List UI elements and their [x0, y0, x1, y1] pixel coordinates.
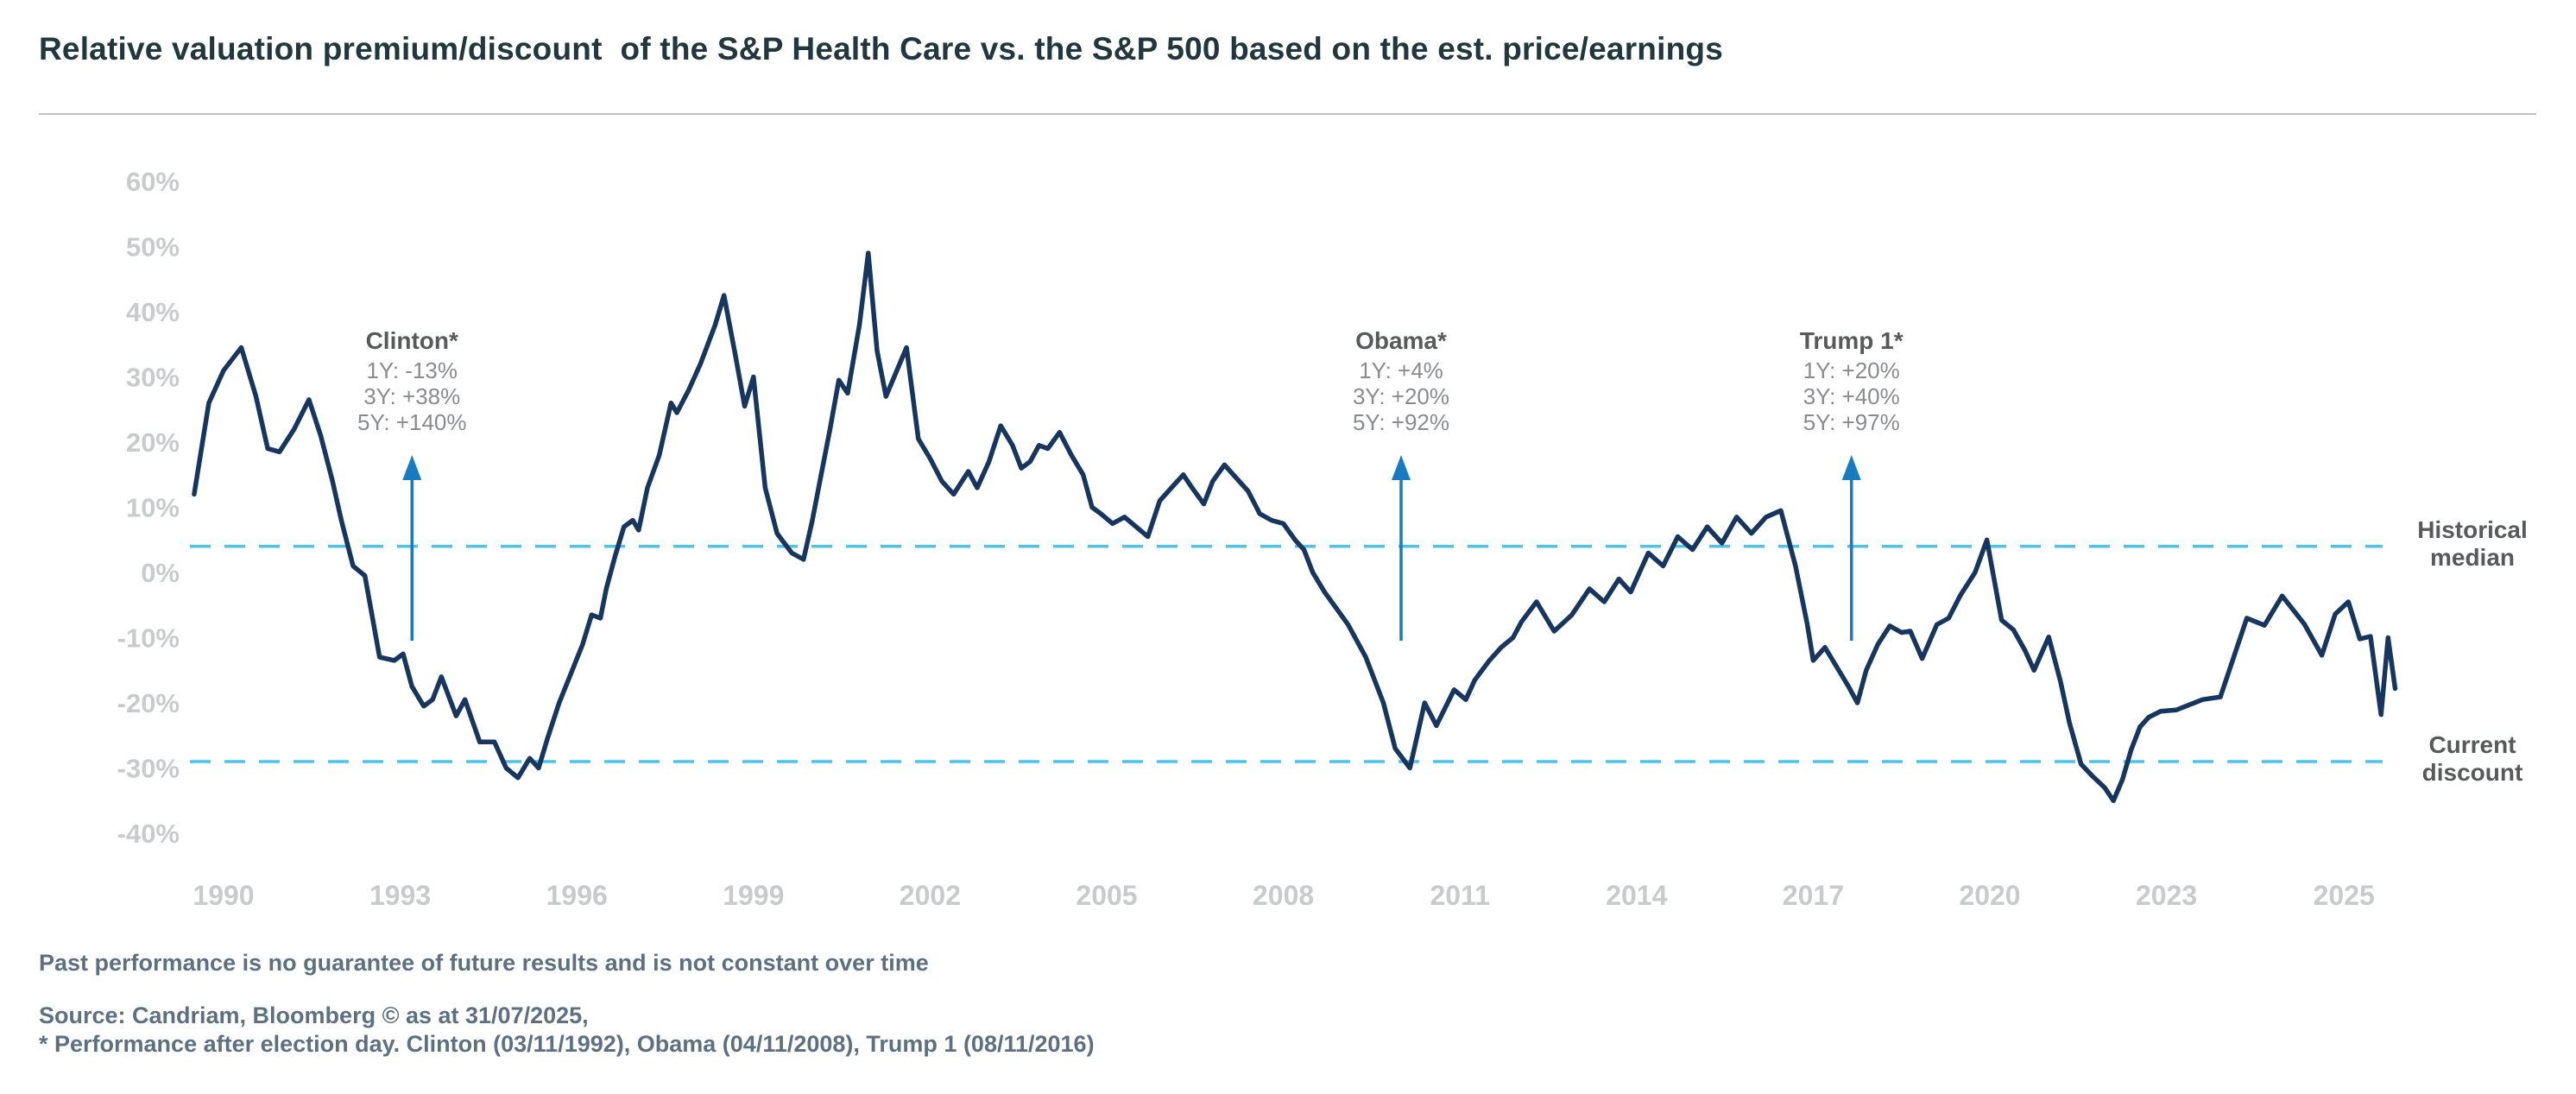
trump-1-annotation-value: 1Y: +20% [1803, 357, 1900, 383]
y-tick-label: 0% [141, 558, 180, 588]
title-divider [39, 113, 2536, 115]
x-tick-label: 2011 [1430, 880, 1489, 911]
x-tick-label: 1996 [546, 880, 608, 911]
x-tick-label: 2008 [1253, 880, 1314, 911]
clinton-annotation-value: 5Y: +140% [357, 409, 467, 435]
series-line [192, 250, 2398, 804]
y-tick-label: 40% [126, 297, 180, 327]
current-discount-label: discount [2422, 759, 2523, 786]
trump-1-annotation-title: Trump 1* [1800, 327, 1904, 354]
clinton-annotation-value: 3Y: +38% [363, 383, 460, 409]
source-line: Source: Candriam, Bloomberg © as at 31/0… [39, 1002, 589, 1028]
y-tick-label: 50% [126, 232, 180, 262]
obama-annotation-value: 1Y: +4% [1359, 357, 1443, 383]
disclaimer-text: Past performance is no guarantee of futu… [39, 950, 929, 976]
obama-annotation-value: 3Y: +20% [1353, 383, 1449, 409]
y-tick-label: 20% [126, 427, 180, 458]
source-note: Source: Candriam, Bloomberg © as at 31/0… [39, 1002, 1095, 1059]
y-tick-label: -20% [117, 688, 180, 718]
historical-median-label: Historical [2417, 516, 2528, 543]
trump-1-annotation-value: 5Y: +97% [1803, 409, 1900, 435]
trump-1-up-arrow-icon [1841, 455, 1861, 480]
current-discount-label: Current [2428, 731, 2516, 758]
obama-annotation-title: Obama* [1355, 327, 1447, 354]
x-tick-label: 2023 [2136, 880, 2197, 911]
x-tick-label: 2005 [1076, 880, 1137, 911]
x-tick-label: 2025 [2314, 880, 2375, 911]
election-note-line: * Performance after election day. Clinto… [39, 1031, 1095, 1057]
x-tick-label: 2014 [1606, 880, 1667, 911]
y-tick-label: 30% [126, 363, 180, 393]
y-tick-label: 10% [126, 493, 180, 523]
page-title: Relative valuation premium/discount of t… [39, 31, 1723, 66]
x-tick-label: 2020 [1959, 880, 2020, 911]
obama-up-arrow-icon [1392, 455, 1411, 480]
x-tick-label: 2002 [900, 880, 961, 911]
x-tick-label: 1999 [723, 880, 784, 911]
clinton-annotation-value: 1Y: -13% [366, 357, 458, 383]
obama-annotation-value: 5Y: +92% [1353, 409, 1449, 435]
clinton-up-arrow-icon [402, 455, 422, 480]
y-tick-label: 60% [126, 167, 180, 197]
x-tick-label: 1993 [369, 880, 431, 911]
y-tick-label: -10% [117, 623, 180, 654]
trump-1-annotation-value: 3Y: +40% [1803, 383, 1900, 409]
x-tick-label: 1990 [193, 880, 254, 911]
y-tick-label: -40% [117, 819, 180, 849]
historical-median-label: median [2430, 544, 2515, 571]
clinton-annotation-title: Clinton* [366, 327, 458, 354]
y-tick-label: -30% [117, 754, 180, 784]
x-tick-label: 2017 [1783, 880, 1844, 911]
